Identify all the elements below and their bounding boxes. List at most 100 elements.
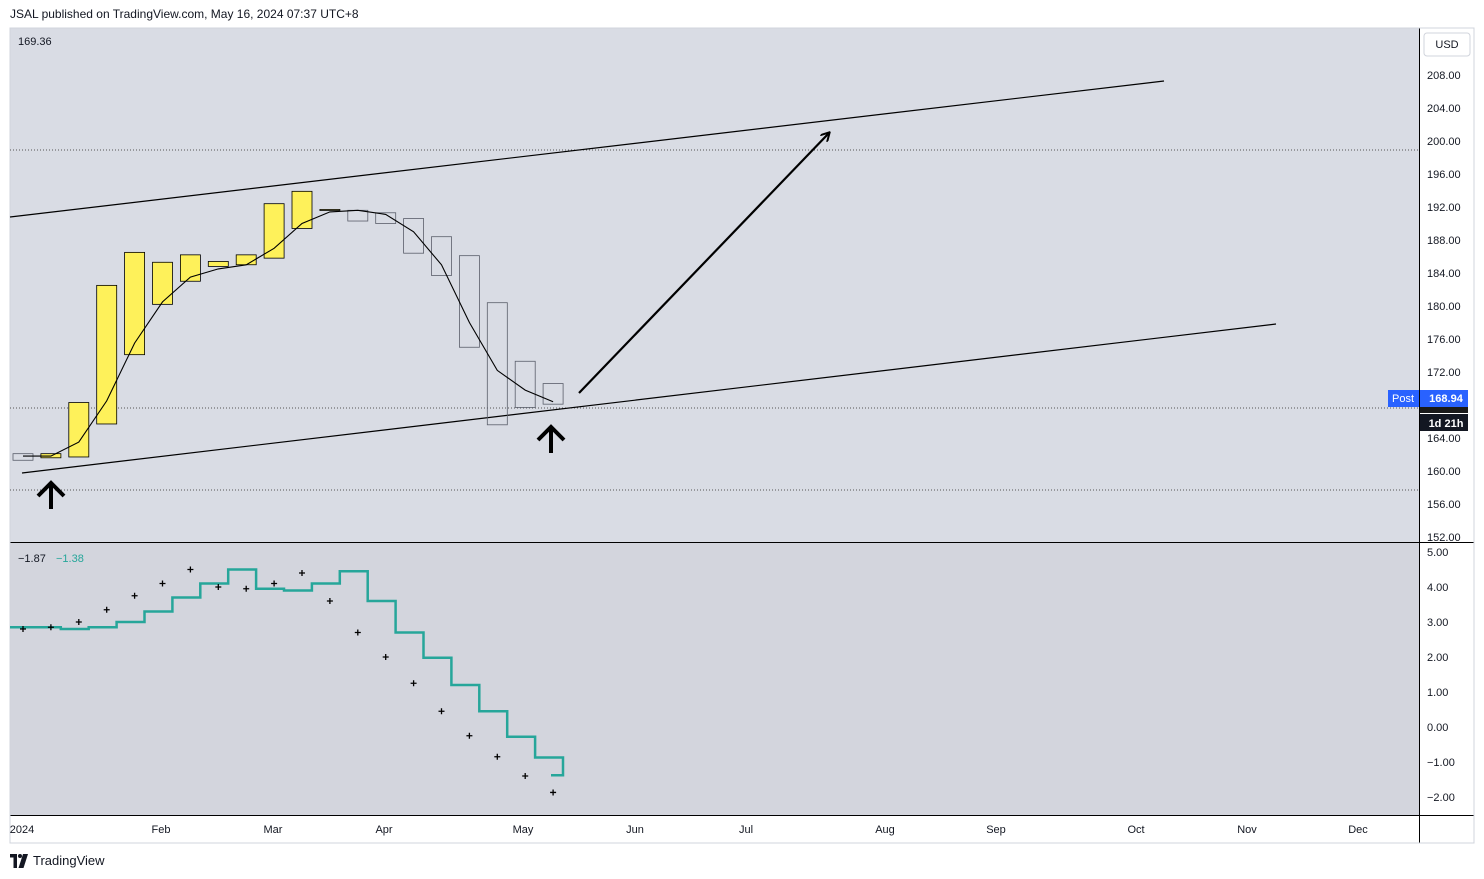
candle-10 <box>291 190 313 229</box>
candle-8 <box>235 254 257 266</box>
time-tick: May <box>513 824 534 836</box>
candle-17 <box>486 302 508 426</box>
time-tick: Apr <box>375 824 392 836</box>
osc-tick: −1.00 <box>1427 757 1455 769</box>
osc-cross-11 <box>326 598 333 604</box>
price-tick: 160.00 <box>1427 466 1461 478</box>
osc-cross-13 <box>382 654 389 660</box>
osc-cross-5 <box>159 580 166 587</box>
osc-tick: 0.00 <box>1427 722 1448 734</box>
lower-channel-line[interactable] <box>21 323 1277 474</box>
chart-frame <box>9 27 1475 844</box>
moving-average-line <box>23 209 554 457</box>
time-tick: Aug <box>875 824 895 836</box>
countdown-value: 1d 21h <box>1429 418 1464 430</box>
osc-cross-12 <box>354 629 361 636</box>
footer: TradingView <box>10 853 105 868</box>
osc-cross-17 <box>494 753 501 760</box>
osc-cross-2 <box>75 619 82 625</box>
time-tick: Oct <box>1127 824 1144 836</box>
candle-3 <box>96 284 118 425</box>
price-tick: 156.00 <box>1427 499 1461 511</box>
countdown-tag <box>1420 414 1468 431</box>
oscillator-crosses <box>20 566 557 796</box>
osc-tick: 3.00 <box>1427 617 1448 629</box>
time-tick: Feb <box>152 824 171 836</box>
candle-18 <box>514 360 536 408</box>
candle-14 <box>403 218 425 254</box>
time-tick: Jun <box>626 824 644 836</box>
osc-cross-19 <box>550 789 557 796</box>
osc-tick: 2.00 <box>1427 652 1448 664</box>
candle-7 <box>207 261 229 267</box>
upper-channel-line[interactable] <box>9 80 1165 218</box>
osc-cross-0 <box>20 626 26 632</box>
oscillator-step-line <box>10 568 565 777</box>
price-tick: 188.00 <box>1427 235 1461 247</box>
candle-5 <box>152 261 173 305</box>
price-tick: 164.00 <box>1427 433 1461 445</box>
up-arrow-right-icon[interactable] <box>536 424 566 453</box>
main-pane-background <box>10 28 1419 542</box>
osc-tick: 1.00 <box>1427 687 1448 699</box>
price-tick: 184.00 <box>1427 268 1461 280</box>
candle-0 <box>12 453 34 461</box>
time-tick: Nov <box>1237 824 1257 836</box>
osc-tick: 5.00 <box>1427 547 1448 559</box>
last-price-tag <box>1420 390 1468 407</box>
currency-button[interactable] <box>1423 32 1471 57</box>
up-arrow-left-icon[interactable] <box>36 480 66 509</box>
osc-cross-14 <box>410 680 417 687</box>
osc-cross-10 <box>299 570 305 576</box>
osc-cross-9 <box>271 580 278 587</box>
currency-label: USD <box>1435 39 1458 51</box>
price-tick: 172.00 <box>1427 367 1461 379</box>
time-tick: 2024 <box>10 824 34 836</box>
price-tick: 152.00 <box>1427 532 1461 544</box>
osc-cross-6 <box>187 566 194 573</box>
time-tick: Mar <box>264 824 283 836</box>
osc-tick: 4.00 <box>1427 582 1448 594</box>
publish-info: JSAL published on TradingView.com, May 1… <box>10 7 359 21</box>
candle-13 <box>375 212 397 224</box>
osc-cross-3 <box>103 606 110 613</box>
price-tick: 196.00 <box>1427 169 1461 181</box>
price-tick: 192.00 <box>1427 202 1461 214</box>
price-tick: 200.00 <box>1427 136 1461 148</box>
osc-cross-18 <box>522 773 529 779</box>
price-tick: 204.00 <box>1427 103 1461 115</box>
time-tick: Jul <box>739 824 753 836</box>
price-scale-background <box>1419 28 1474 843</box>
time-axis: 2024 Feb Mar Apr May Jun Jul Aug Sep Oct Nov Dec <box>10 824 1369 836</box>
osc-tick: −2.00 <box>1427 792 1455 804</box>
osc-cross-15 <box>438 708 445 715</box>
time-tick: Sep <box>986 824 1006 836</box>
last-price-tag-strip <box>1420 407 1468 413</box>
osc-legend-value-2: −1.38 <box>56 553 84 565</box>
osc-cross-4 <box>131 592 138 599</box>
oscillator-axis: 5.00 4.00 3.00 2.00 1.00 0.00 −1.00 −2.00 <box>1427 547 1455 804</box>
osc-legend-value-1: −1.87 <box>18 553 46 565</box>
price-tick: 208.00 <box>1427 70 1461 82</box>
price-tick: 176.00 <box>1427 334 1461 346</box>
post-badge <box>1388 390 1419 407</box>
candle-19 <box>542 383 564 405</box>
candle-11 <box>319 209 341 211</box>
candle-4 <box>124 251 145 356</box>
last-price-value: 168.94 <box>1429 393 1464 405</box>
candle-15 <box>431 236 452 276</box>
main-price-axis: 208.00 204.00 200.00 196.00 192.00 188.00 184.… <box>1427 70 1461 544</box>
price-tick: 180.00 <box>1427 301 1461 313</box>
candle-2 <box>68 402 90 458</box>
footer-brand: TradingView <box>33 853 105 868</box>
tradingview-logo-icon <box>10 853 28 868</box>
post-badge-label: Post <box>1392 393 1414 405</box>
time-tick: Dec <box>1348 824 1368 836</box>
osc-cross-8 <box>243 585 250 592</box>
projection-arrow[interactable] <box>578 133 829 394</box>
osc-cross-1 <box>47 624 54 631</box>
osc-cross-16 <box>466 732 473 739</box>
main-legend-value: 169.36 <box>18 36 52 48</box>
